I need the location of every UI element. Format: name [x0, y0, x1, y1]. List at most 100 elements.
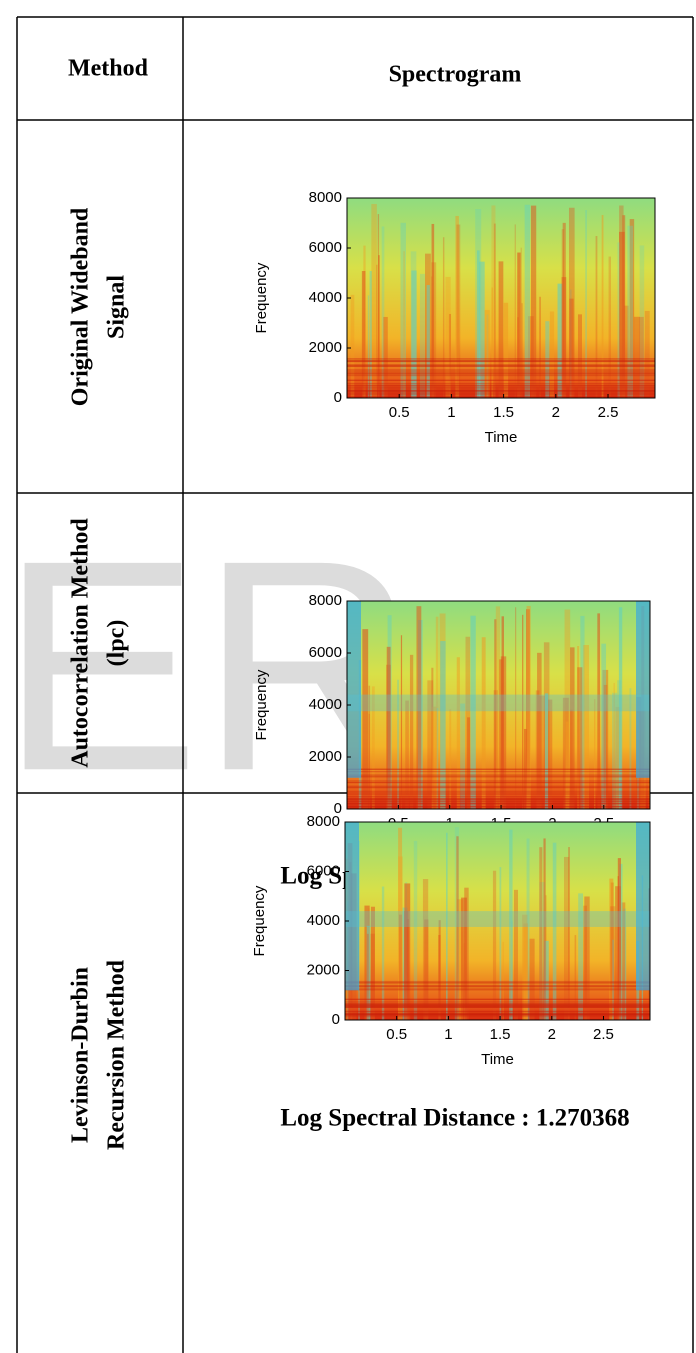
method-line: Signal: [104, 275, 130, 339]
spectrogram-streak: [526, 605, 531, 809]
spectrogram-streak: [517, 252, 521, 398]
y-tick-label: 2000: [309, 748, 342, 765]
spectrogram-harmonic: [345, 1006, 650, 1008]
spectrogram-harmonic: [345, 982, 650, 984]
x-axis-label: Time: [485, 429, 518, 446]
spectrogram-harmonic: [347, 379, 655, 381]
spectrogram-harmonic: [347, 799, 650, 801]
spectrogram-streak: [549, 311, 555, 398]
spectrogram-streak: [577, 314, 583, 398]
spectrogram-harmonic: [347, 785, 650, 787]
spectrogram-streak: [465, 636, 471, 809]
header-spectrogram: Spectrogram: [389, 62, 522, 88]
spectrogram-harmonic: [345, 998, 650, 1000]
spectrogram-streak: [509, 829, 513, 1020]
spectrogram-streak: [526, 609, 530, 809]
spectrogram-streak: [448, 314, 452, 398]
spectrogram-streak: [595, 236, 598, 398]
y-tick-label: 6000: [307, 862, 340, 879]
spectrogram-harmonic: [345, 1015, 650, 1017]
spectrogram-harmonic: [345, 1004, 650, 1006]
spectrogram-streak: [478, 261, 485, 398]
header-method: Method: [68, 56, 149, 82]
spectrogram-harmonic: [347, 781, 650, 783]
spectrogram-streak: [528, 316, 534, 398]
spectrogram-streak: [514, 224, 516, 398]
spectrogram-streak: [623, 908, 626, 1020]
spectrogram-streak: [378, 255, 380, 398]
spectrogram-streak: [625, 926, 627, 1020]
y-tick-label: 2000: [309, 339, 342, 356]
y-tick-label: 4000: [309, 696, 342, 713]
x-tick-label: 2.5: [598, 404, 619, 421]
spectrogram-streak: [413, 840, 418, 1020]
spectrogram-streak: [411, 270, 417, 398]
spectrogram-harmonic: [347, 800, 650, 803]
spectrogram-streak: [644, 310, 650, 398]
x-tick-label: 2: [552, 404, 560, 421]
spectrogram-image: [347, 601, 650, 809]
spectrogram-harmonic: [345, 1003, 650, 1005]
method-line: Autocorrelation Method: [68, 518, 94, 768]
spectrogram-streak: [639, 316, 644, 398]
spectrogram-streak: [594, 699, 596, 809]
spectrogram-streak: [577, 646, 580, 809]
spectrogram-streak: [405, 700, 409, 809]
spectrogram-streak: [583, 905, 587, 1020]
spectrogram-streak: [368, 713, 370, 809]
spectrogram-streak: [422, 879, 429, 1020]
spectrogram-harmonic: [345, 984, 650, 987]
y-tick-label: 8000: [309, 189, 342, 206]
spectrogram-streak: [498, 261, 504, 398]
spectrogram-streak: [552, 842, 557, 1020]
spectrogram-streak: [619, 205, 624, 398]
spectrogram-streak: [403, 251, 405, 398]
spectrogram-harmonic: [345, 1013, 650, 1016]
spectrogram-streak: [535, 690, 540, 809]
y-tick-label: 4000: [307, 912, 340, 929]
spectrogram-streak: [561, 277, 567, 398]
spectrogram-harmonic: [347, 364, 655, 366]
spectrogram-streak: [608, 256, 611, 398]
spectrogram-streak: [367, 295, 370, 398]
spectrogram-harmonic: [347, 798, 650, 800]
y-tick-label: 4000: [309, 289, 342, 306]
spectrogram-streak: [568, 207, 575, 398]
spectrogram-streak: [622, 215, 626, 398]
spectrogram-streak: [523, 728, 528, 809]
spectrogram-streak: [398, 827, 403, 1020]
spectrogram-harmonic: [347, 390, 655, 392]
spectrogram-streak: [498, 659, 503, 809]
spectrogram-streak: [511, 920, 513, 1020]
spectrogram-harmonic: [347, 793, 650, 795]
spectrogram-streak: [456, 657, 460, 809]
spectrogram-streak: [445, 276, 451, 398]
spectrogram-edge: [636, 601, 650, 778]
y-tick-label: 0: [332, 1011, 340, 1028]
spectrogram-harmonic: [347, 369, 655, 371]
spectrogram-streak: [470, 615, 476, 809]
spectrogram-streak: [619, 231, 625, 398]
x-tick-label: 1.5: [490, 1026, 511, 1043]
spectrogram-streak: [603, 684, 608, 809]
spectrogram-streak: [503, 302, 509, 398]
spectrogram-streak: [445, 832, 448, 1020]
spectrogram-streak: [431, 706, 437, 809]
spectrogram-streak: [436, 707, 439, 809]
method-label: Levinson-Durbin Recursion Method: [68, 959, 130, 1150]
spectrogram-band: [347, 694, 650, 712]
spectrogram-harmonic: [347, 364, 655, 366]
spectrogram-harmonic: [347, 806, 650, 808]
spectrogram-harmonic: [347, 798, 650, 800]
spectrogram-harmonic: [347, 790, 650, 792]
spectrogram-streak: [602, 669, 609, 809]
spectrogram-streak: [629, 688, 632, 809]
method-line: Levinson-Durbin: [68, 967, 94, 1143]
spectrogram-harmonic: [345, 1004, 650, 1007]
spectrogram-streak: [362, 629, 369, 809]
spectrogram-streak: [438, 920, 441, 1020]
spectrogram-streak: [530, 205, 537, 398]
spectrogram-streak: [609, 878, 614, 1020]
spectrogram-streak: [649, 916, 650, 1020]
